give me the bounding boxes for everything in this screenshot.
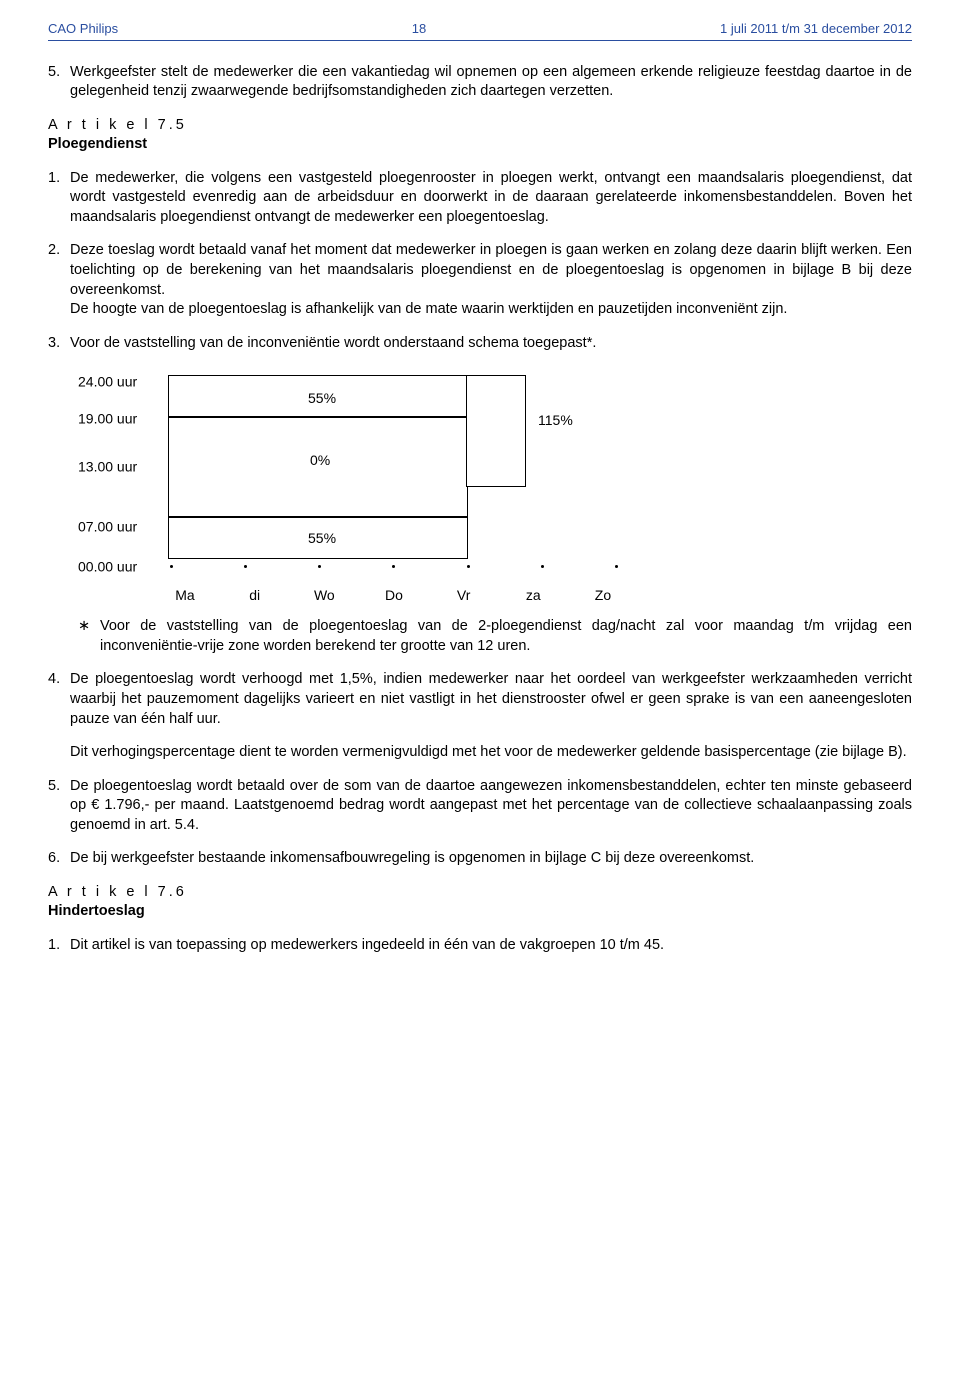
para-body: De bij werkgeefster bestaande inkomensaf…: [70, 849, 912, 869]
schema-footnote: ∗ Voor de vaststelling van de ploegentoe…: [78, 617, 912, 656]
xaxis-labels: Ma di Wo Do Vr za Zo: [170, 586, 618, 605]
para-7-5-4-extra: Dit verhogingspercentage dient te worden…: [70, 743, 912, 763]
xlabel: za: [518, 586, 548, 605]
article-title: A r t i k e l 7.5: [48, 116, 912, 136]
tick-dot: [467, 565, 470, 568]
article-7-6-heading: A r t i k e l 7.6: [48, 883, 912, 903]
tick-dot: [541, 565, 544, 568]
header-right: 1 juli 2011 t/m 31 december 2012: [720, 20, 912, 38]
xlabel: Ma: [170, 586, 200, 605]
chart-percent: 115%: [538, 411, 573, 430]
para-num: 6.: [48, 849, 70, 869]
para-num: 5.: [48, 777, 70, 836]
para-7-5-2: 2. Deze toeslag wordt betaald vanaf het …: [48, 241, 912, 319]
para-body: Dit artikel is van toepassing op medewer…: [70, 936, 912, 956]
xlabel: Zo: [588, 586, 618, 605]
para-num: 3.: [48, 334, 70, 354]
xlabel: Wo: [309, 586, 339, 605]
para-body: De ploegentoeslag wordt betaald over de …: [70, 777, 912, 836]
para-body: De ploegentoeslag wordt verhoogd met 1,5…: [70, 670, 912, 729]
header-left: CAO Philips: [48, 20, 118, 38]
tick-dot: [170, 565, 173, 568]
chart-box: [466, 375, 526, 487]
para-7-5-4: 4. De ploegentoeslag wordt verhoogd met …: [48, 670, 912, 729]
article-title: A r t i k e l 7.6: [48, 883, 912, 903]
para-7-5-3: 3. Voor de vaststelling van de inconveni…: [48, 334, 912, 354]
para-num: 5.: [48, 63, 70, 102]
para-7-6-1: 1. Dit artikel is van toepassing op mede…: [48, 936, 912, 956]
tick-dot: [615, 565, 618, 568]
footnote-mark: ∗: [78, 617, 100, 656]
para-num: 1.: [48, 936, 70, 956]
article-subtitle: Ploegendienst: [48, 135, 912, 155]
header-rule: [48, 40, 912, 41]
para-num: 1.: [48, 169, 70, 228]
para-7-5-6: 6. De bij werkgeefster bestaande inkomen…: [48, 849, 912, 869]
xlabel: Vr: [449, 586, 479, 605]
para-7-5-1: 1. De medewerker, die volgens een vastge…: [48, 169, 912, 228]
inconvenience-schema-chart: 24.00 uur 19.00 uur 13.00 uur 07.00 uur …: [78, 367, 638, 607]
para-body: Deze toeslag wordt betaald vanaf het mom…: [70, 241, 912, 319]
xlabel: Do: [379, 586, 409, 605]
xlabel: di: [240, 586, 270, 605]
article-subtitle: Hindertoeslag: [48, 902, 912, 922]
ylabel: 19.00 uur: [78, 410, 137, 429]
article-7-5-heading: A r t i k e l 7.5: [48, 116, 912, 136]
chart-percent: 55%: [308, 529, 336, 548]
page-header: CAO Philips 18 1 juli 2011 t/m 31 decemb…: [48, 20, 912, 38]
tick-dot: [392, 565, 395, 568]
ylabel: 24.00 uur: [78, 373, 137, 392]
para-body: Voor de vaststelling van de inconveniënt…: [70, 334, 912, 354]
chart-percent: 0%: [310, 451, 330, 470]
header-center: 18: [412, 20, 426, 38]
tick-dot: [318, 565, 321, 568]
para-body-line: De hoogte van de ploegentoeslag is afhan…: [70, 300, 912, 320]
chart-percent: 55%: [308, 389, 336, 408]
para-7-5-5: 5. De ploegentoeslag wordt betaald over …: [48, 777, 912, 836]
axis-ticks: [170, 565, 618, 568]
para-5: 5. Werkgeefster stelt de medewerker die …: [48, 63, 912, 102]
ylabel: 07.00 uur: [78, 518, 137, 537]
footnote-text: Voor de vaststelling van de ploegentoesl…: [100, 617, 912, 656]
para-num: 4.: [48, 670, 70, 729]
tick-dot: [244, 565, 247, 568]
ylabel: 13.00 uur: [78, 458, 137, 477]
para-num: 2.: [48, 241, 70, 319]
para-body: De medewerker, die volgens een vastgeste…: [70, 169, 912, 228]
para-body-line: Deze toeslag wordt betaald vanaf het mom…: [70, 241, 912, 300]
ylabel: 00.00 uur: [78, 558, 137, 577]
para-body: Werkgeefster stelt de medewerker die een…: [70, 63, 912, 102]
